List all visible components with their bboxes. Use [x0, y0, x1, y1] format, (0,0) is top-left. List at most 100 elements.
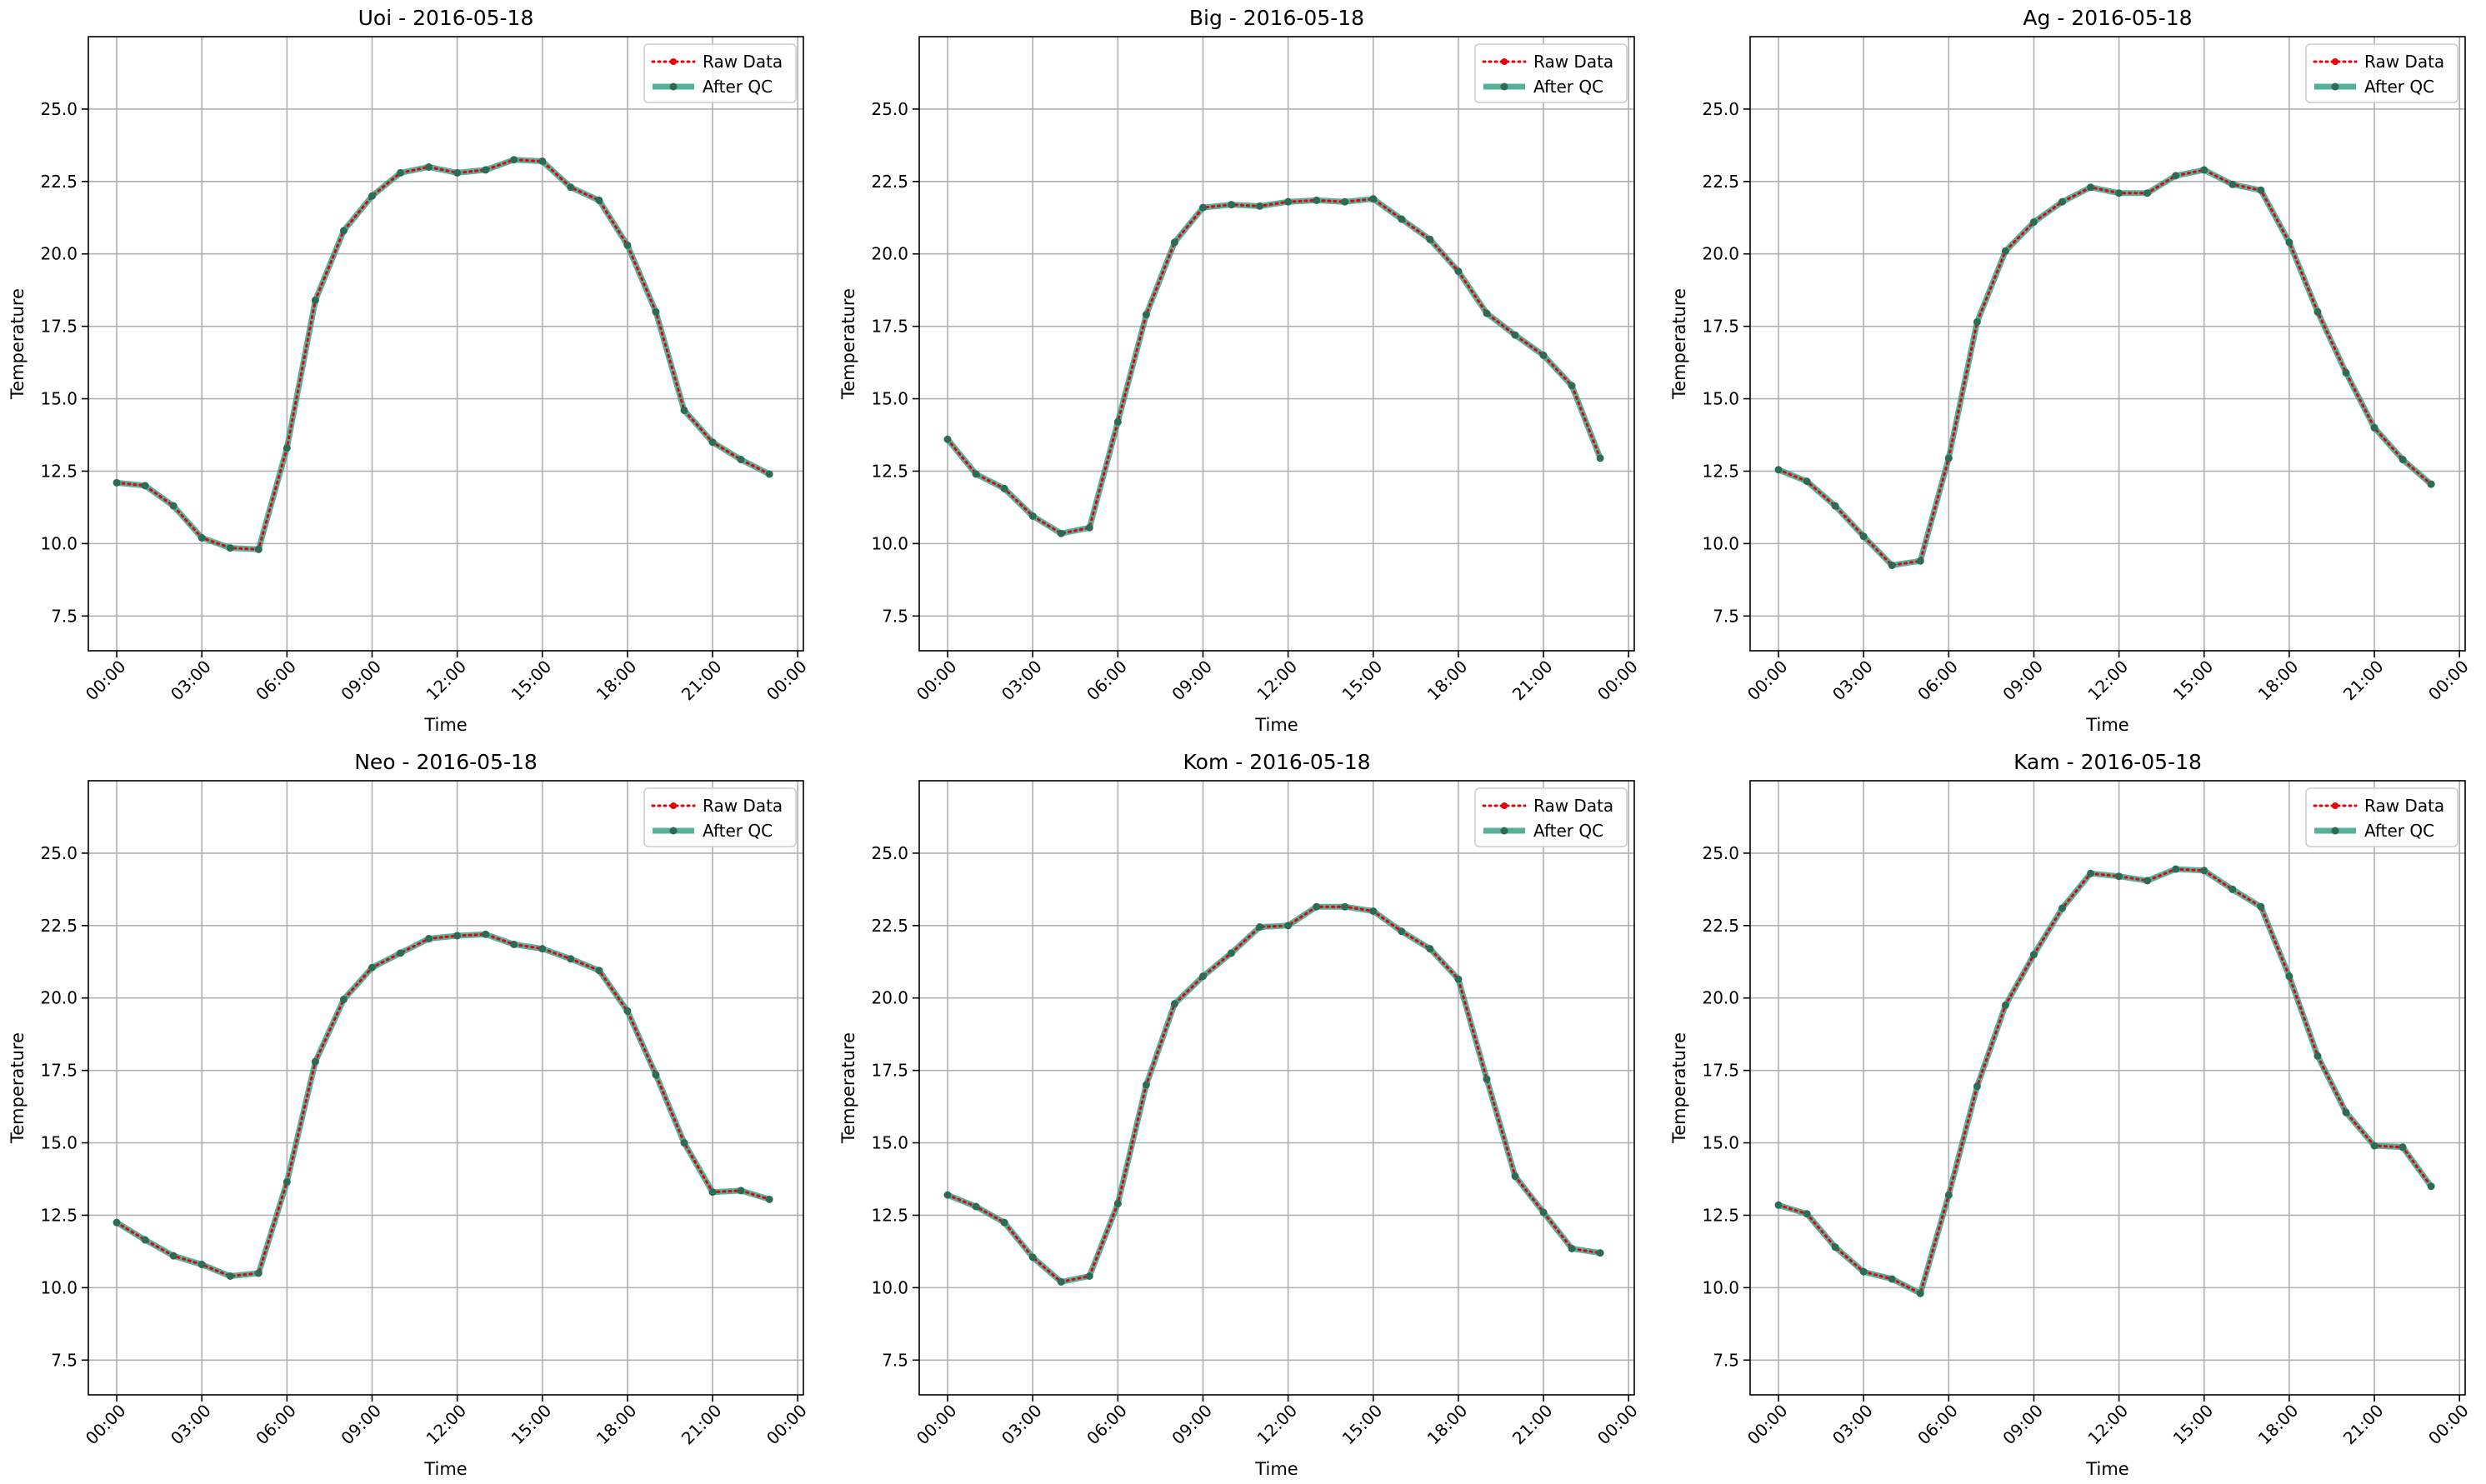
- data-point-after-qc: [482, 930, 490, 938]
- axes-frame: [918, 780, 1635, 1396]
- series-line-raw-data: [1777, 867, 2433, 1296]
- y-tick-label: 22.5: [40, 916, 78, 936]
- series-line-after-qc: [115, 931, 771, 1279]
- data-point-after-qc: [567, 183, 575, 192]
- data-point-after-qc: [198, 1261, 206, 1269]
- x-tick-label: 00:00: [913, 657, 961, 705]
- data-point-after-qc: [1944, 1191, 1953, 1199]
- data-point-after-qc: [623, 241, 632, 249]
- x-tick-label: 18:00: [2254, 657, 2303, 705]
- y-tick-label: 25.0: [40, 99, 78, 119]
- data-point-after-qc: [368, 192, 376, 200]
- data-point-after-qc: [283, 444, 291, 452]
- data-point-after-qc: [453, 168, 462, 177]
- legend: Raw Data After QC: [1474, 787, 1628, 847]
- data-point-after-qc: [1142, 311, 1150, 319]
- x-tick-label: 09:00: [1168, 657, 1216, 705]
- data-point-after-qc: [1803, 477, 1811, 486]
- data-point-after-qc: [1341, 197, 1349, 206]
- legend: Raw Data After QC: [1474, 43, 1628, 103]
- data-point-after-qc: [1511, 1172, 1519, 1181]
- series-line-after-qc: [945, 196, 1603, 537]
- data-point-after-qc: [1398, 927, 1406, 936]
- legend-label-after-qc: After QC: [2364, 821, 2434, 841]
- data-point-after-qc: [113, 1218, 121, 1227]
- legend-marker-after-qc: [2331, 827, 2339, 835]
- series-line-raw-data: [1777, 168, 2433, 567]
- data-point-after-qc: [595, 967, 603, 975]
- data-point-after-qc: [2342, 368, 2350, 377]
- x-tick-label: 00:00: [82, 1401, 130, 1449]
- data-point-after-qc: [1398, 215, 1406, 223]
- data-point-after-qc: [1831, 1243, 1839, 1252]
- data-point-after-qc: [1596, 1249, 1604, 1257]
- y-tick-label: 17.5: [1702, 317, 1739, 337]
- chart-title: Uoi - 2016-05-18: [358, 6, 534, 30]
- data-point-after-qc: [2058, 197, 2067, 206]
- data-point-after-qc: [2398, 456, 2407, 464]
- legend-marker-after-qc: [2331, 82, 2339, 91]
- data-point-after-qc: [2143, 877, 2152, 885]
- y-axis-label: Temperature: [1669, 288, 1689, 400]
- data-point-after-qc: [708, 1188, 717, 1197]
- data-point-after-qc: [708, 438, 717, 447]
- data-point-after-qc: [1198, 972, 1207, 981]
- x-tick-label: 18:00: [1423, 1401, 1472, 1449]
- data-point-after-qc: [652, 307, 660, 316]
- data-point-after-qc: [226, 1272, 234, 1280]
- chart-panel: 7.5 10.0 12.5 15.0 17.5 20.0 22.5 25.0 00:00 03:0…: [1669, 750, 2473, 1479]
- series-line-raw-data: [946, 905, 1602, 1284]
- x-tick-label: 03:00: [998, 657, 1046, 705]
- data-point-after-qc: [311, 296, 319, 304]
- y-tick-label: 7.5: [1713, 606, 1739, 626]
- data-point-after-qc: [1916, 1289, 1924, 1297]
- legend-label-after-qc: After QC: [703, 821, 773, 841]
- axes-frame: [88, 36, 804, 652]
- legend: Raw Data After QC: [2305, 787, 2458, 847]
- y-tick-label: 17.5: [40, 1061, 78, 1081]
- series-line-after-qc: [1777, 866, 2433, 1297]
- x-tick-label: 00:00: [913, 1401, 961, 1449]
- x-tick-label: 18:00: [2254, 1401, 2303, 1449]
- x-tick-label: 00:00: [1743, 1401, 1792, 1449]
- x-tick-label: 21:00: [1508, 1401, 1557, 1449]
- y-tick-label: 7.5: [51, 1350, 78, 1370]
- data-point-after-qc: [737, 456, 745, 464]
- data-point-after-qc: [2087, 869, 2095, 877]
- data-point-after-qc: [972, 470, 980, 478]
- y-tick-label: 10.0: [40, 1277, 78, 1297]
- data-point-after-qc: [1973, 1082, 1981, 1091]
- y-tick-label: 25.0: [871, 99, 908, 119]
- data-point-after-qc: [1426, 235, 1434, 243]
- chart-panel: 7.5 10.0 12.5 15.0 17.5 20.0 22.5 25.0 00:00 03:0…: [1669, 6, 2473, 735]
- x-tick-label: 18:00: [593, 657, 641, 705]
- legend-label-after-qc: After QC: [703, 77, 773, 97]
- data-point-after-qc: [1774, 466, 1783, 474]
- axes-frame: [918, 36, 1635, 652]
- data-point-after-qc: [1774, 1201, 1783, 1209]
- legend-marker-raw-data: [2332, 802, 2338, 809]
- chart-title: Neo - 2016-05-18: [354, 750, 538, 774]
- y-tick-label: 15.0: [1702, 389, 1739, 409]
- data-point-after-qc: [1803, 1210, 1811, 1218]
- legend-marker-raw-data: [1501, 58, 1508, 65]
- x-axis-label: Time: [423, 1459, 467, 1479]
- x-tick-label: 21:00: [2339, 1401, 2388, 1449]
- y-tick-label: 25.0: [1702, 99, 1739, 119]
- data-point-after-qc: [1256, 202, 1264, 210]
- legend-label-raw-data: Raw Data: [703, 796, 783, 816]
- y-tick-label: 25.0: [1702, 843, 1739, 863]
- x-tick-label: 09:00: [1168, 1401, 1216, 1449]
- series-line-raw-data: [946, 197, 1602, 535]
- data-point-after-qc: [453, 932, 462, 940]
- data-point-after-qc: [1944, 454, 1953, 462]
- x-tick-label: 21:00: [678, 657, 726, 705]
- x-tick-label: 12:00: [422, 1401, 470, 1449]
- chart-panel: 7.5 10.0 12.5 15.0 17.5 20.0 22.5 25.0 00:00 03:0…: [838, 750, 1642, 1479]
- data-point-after-qc: [254, 1269, 263, 1277]
- data-point-after-qc: [1483, 1075, 1491, 1083]
- y-tick-label: 22.5: [1702, 916, 1739, 936]
- data-point-after-qc: [2228, 885, 2237, 893]
- legend-marker-after-qc: [1500, 82, 1508, 91]
